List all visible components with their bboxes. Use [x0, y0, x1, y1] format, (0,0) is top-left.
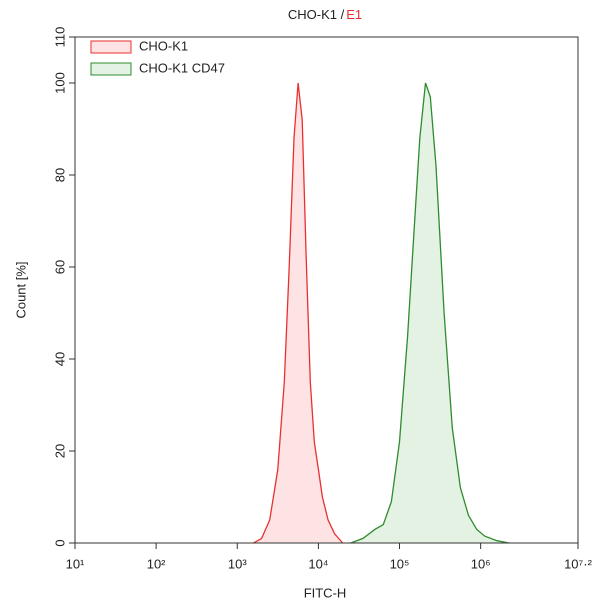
- title-highlight: E1: [346, 7, 362, 22]
- title-text: CHO-K1 /: [288, 7, 345, 22]
- legend-swatch: [90, 62, 132, 76]
- x-tick-label: 10⁴: [308, 556, 328, 571]
- series-line: [253, 82, 344, 544]
- y-tick-label: 100: [52, 72, 67, 94]
- y-tick-label: 0: [52, 539, 67, 546]
- x-tick-label: 10¹: [66, 556, 85, 571]
- y-tick-label: 60: [52, 260, 67, 274]
- series-area: [253, 83, 343, 543]
- series-line: [350, 82, 510, 544]
- legend-label: CHO-K1: [139, 38, 188, 53]
- x-tick-label: 10⁶: [471, 556, 491, 571]
- y-axis-label: Count [%]: [13, 261, 28, 318]
- x-tick-label: 10³: [228, 556, 247, 571]
- y-tick-label: 20: [52, 444, 67, 458]
- x-tick-label: 10²: [147, 556, 166, 571]
- y-tick-label: 110: [52, 27, 67, 48]
- legend-label: CHO-K1 CD47: [139, 60, 225, 75]
- series-area: [350, 83, 510, 543]
- x-tick-label: 10⁵: [390, 556, 410, 571]
- y-tick-label: 40: [52, 352, 67, 366]
- y-tick-label: 80: [52, 168, 67, 182]
- legend-swatch: [90, 40, 132, 54]
- x-tick-label: 10⁷·²: [564, 556, 592, 571]
- chart-title: CHO-K1 /E1: [288, 7, 362, 22]
- plot-frame: [74, 36, 579, 544]
- x-axis-label: FITC-H: [304, 585, 347, 600]
